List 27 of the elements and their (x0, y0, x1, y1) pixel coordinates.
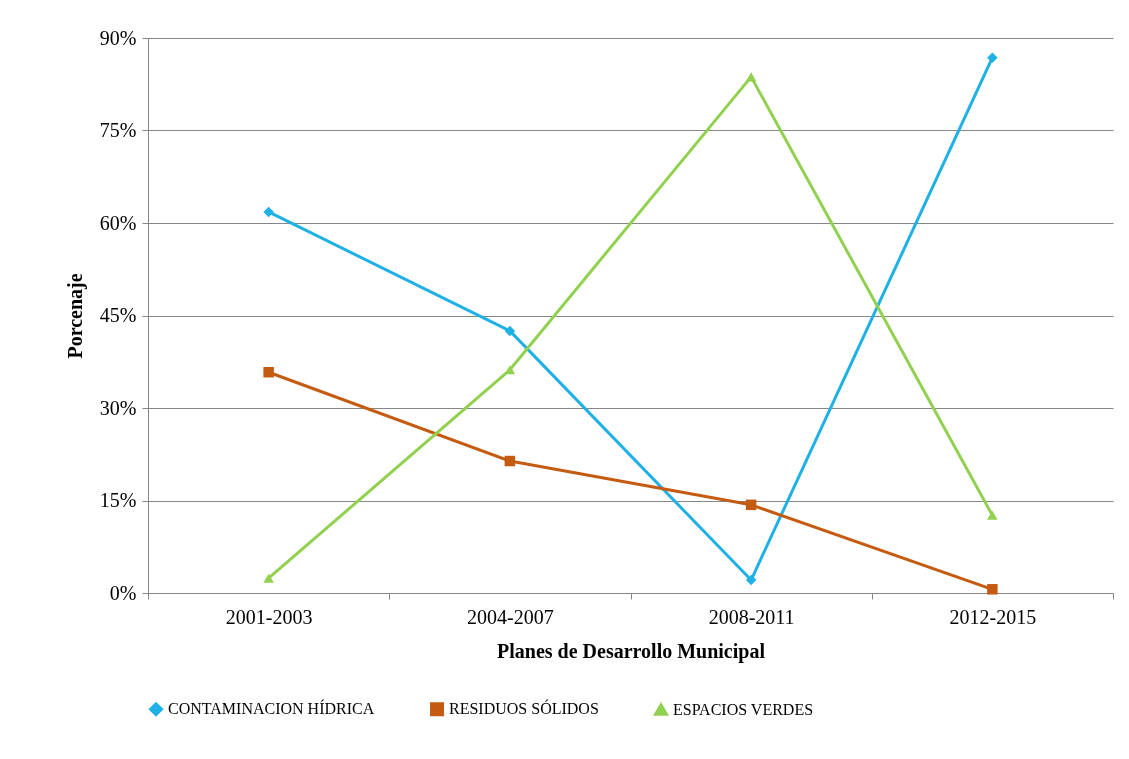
x-tick-label: 2001-2003 (225, 605, 313, 628)
y-tick-label: 0% (109, 581, 137, 604)
y-tick-label: 15% (99, 489, 137, 511)
x-tick-label: 2004-2007 (467, 605, 554, 628)
point (263, 366, 274, 378)
point (987, 52, 998, 63)
y-axis-title: Porcenaje (63, 273, 87, 359)
x-axis-title: Planes de Desarrollo Municipal (497, 639, 766, 663)
y-tick-label: 45% (99, 304, 137, 326)
point (263, 573, 274, 583)
point (745, 72, 757, 82)
y-tick-label: 30% (99, 396, 137, 419)
point (263, 206, 274, 218)
point (745, 499, 757, 511)
point (504, 455, 516, 467)
legend-label: CONTAMINACION HÍDRICA (168, 699, 375, 718)
y-tick-label: 90% (99, 26, 137, 49)
y-tick-label: 75% (99, 119, 137, 141)
point (745, 574, 757, 586)
legend-label: ESPACIOS VERDES (673, 700, 814, 718)
point (987, 510, 998, 520)
legend-label: RESIDUOS SÓLIDOS (449, 699, 599, 718)
x-tick-label: 2008-2011 (708, 605, 795, 628)
x-tick-label: 2012-2015 (949, 605, 1037, 628)
point (987, 584, 998, 595)
y-tick-label: 60% (99, 211, 137, 234)
point (504, 325, 516, 337)
